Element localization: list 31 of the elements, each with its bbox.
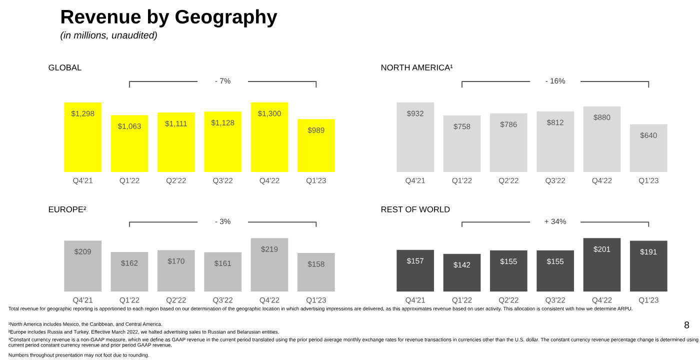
bar — [490, 250, 528, 292]
chart-title: NORTH AMERICA¹ — [381, 64, 453, 70]
bar — [443, 115, 481, 172]
bar — [536, 250, 574, 292]
text: 8 — [684, 322, 690, 328]
bar — [250, 102, 288, 172]
bar — [64, 102, 102, 172]
bar — [110, 252, 148, 292]
bar — [630, 240, 668, 292]
bar — [298, 119, 335, 172]
bar — [204, 112, 242, 172]
bar — [583, 238, 621, 292]
bar — [536, 111, 574, 172]
bar — [298, 253, 335, 292]
chart-title: REST OF WORLD — [381, 206, 450, 212]
bar — [396, 102, 434, 172]
bar — [158, 112, 195, 172]
bar — [64, 240, 102, 292]
bar — [158, 250, 195, 292]
bar — [204, 252, 242, 292]
chart-title: GLOBAL — [48, 64, 82, 70]
text: (in millions, unaudited) — [60, 31, 157, 41]
bar — [490, 113, 528, 172]
bar — [443, 254, 481, 292]
chart-title: EUROPE² — [48, 206, 86, 212]
bar — [583, 106, 621, 172]
bar — [250, 238, 288, 292]
bar — [396, 250, 434, 292]
bar — [110, 115, 148, 172]
bar — [630, 124, 668, 172]
text: Revenue by Geography — [62, 9, 278, 28]
